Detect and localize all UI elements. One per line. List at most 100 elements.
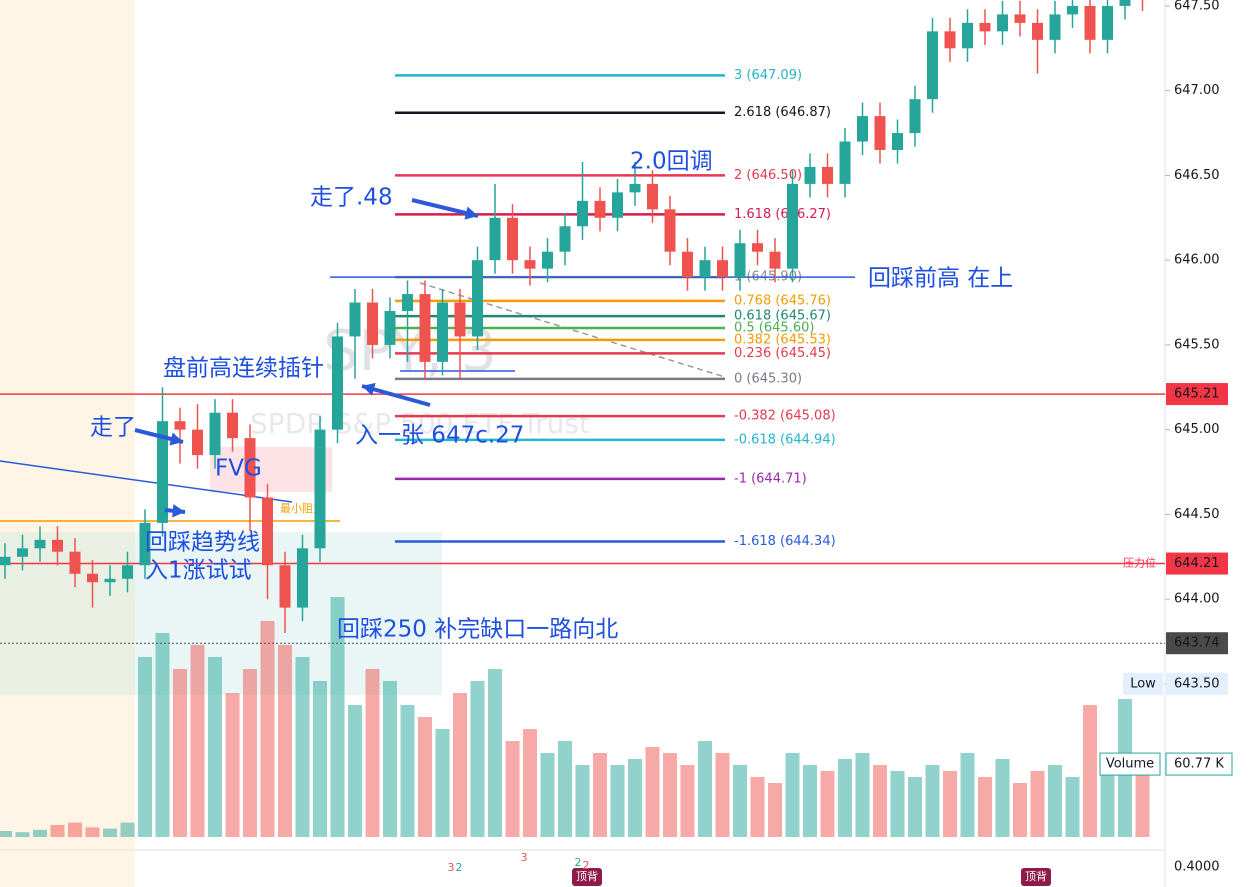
- fib-label: 0.5 (645.60): [734, 320, 814, 335]
- y-tick-label: 645.00: [1174, 422, 1220, 437]
- volume-bar: [225, 693, 240, 837]
- volume-bar: [873, 765, 887, 837]
- annotation: 回踩前高 在上: [868, 266, 1013, 292]
- candle-body: [52, 539, 63, 552]
- candle-body: [752, 243, 763, 252]
- volume-bar: [15, 832, 30, 837]
- price-badge-label: 645.21: [1174, 387, 1220, 402]
- price-badge: [1166, 672, 1228, 695]
- volume-bar: [978, 777, 992, 837]
- volume-bar: [575, 765, 590, 837]
- volume-bar: [680, 765, 695, 837]
- badge-tag: 压力位: [1123, 556, 1156, 570]
- volume-bar: [155, 633, 170, 837]
- volume-bar: [1013, 783, 1027, 837]
- volume-bar: [33, 829, 47, 837]
- badge-tag: Low: [1130, 676, 1156, 691]
- volume-bar: [925, 765, 940, 837]
- candle-body: [262, 497, 273, 566]
- volume-bar: [995, 759, 1010, 837]
- signal-digit: 3: [521, 851, 528, 864]
- candle-body: [769, 251, 781, 269]
- fib-label: 0.382 (645.53): [734, 332, 831, 347]
- annotation: 回踩250 补完缺口一路向北: [337, 617, 618, 643]
- price-badge: [1166, 383, 1228, 406]
- volume-bar: [540, 753, 555, 837]
- y-tick-label: 647.50: [1174, 0, 1220, 13]
- candle-body: [997, 14, 1008, 32]
- candle-body: [34, 539, 46, 549]
- volume-bar: [488, 669, 502, 837]
- candle-body: [892, 133, 903, 150]
- premarket-bg: [0, 0, 135, 887]
- price-badge-label: 644.21: [1174, 556, 1220, 571]
- candle-body: [629, 183, 641, 193]
- candle-body: [1102, 5, 1113, 40]
- volume-bar: [663, 753, 677, 837]
- fib-label: -1 (644.71): [734, 471, 807, 486]
- candle-body: [472, 260, 483, 337]
- candle-body: [174, 421, 186, 430]
- volume-bar: [260, 621, 275, 837]
- candle-body: [402, 294, 413, 312]
- candle-body: [227, 412, 238, 439]
- volume-bar: [138, 657, 152, 837]
- resistance-label: 最小阻力: [280, 502, 324, 515]
- candle-body: [962, 22, 973, 49]
- volume-bar: [1100, 765, 1115, 837]
- candle-body: [1119, 0, 1131, 6]
- candle-body: [69, 551, 81, 574]
- volume-bar: [0, 831, 12, 837]
- candle-body: [664, 209, 676, 252]
- fib-label: 0.618 (645.67): [734, 309, 831, 324]
- candle-body: [244, 438, 256, 498]
- candle-body: [1014, 14, 1026, 23]
- volume-bar: [558, 741, 572, 837]
- fib-label: -0.382 (645.08): [734, 409, 836, 424]
- volume-bar: [890, 771, 905, 837]
- y-tick-label: 645.50: [1174, 337, 1220, 352]
- volume-bar: [330, 597, 345, 837]
- candle-body: [542, 251, 553, 269]
- volume-badge: [1165, 752, 1233, 776]
- candle-body: [489, 217, 501, 261]
- candle-body: [524, 260, 536, 269]
- price-badge: [1166, 552, 1228, 575]
- candle-body: [839, 141, 851, 184]
- candle-body: [139, 522, 151, 566]
- indicator-label: 0.4000: [1174, 860, 1220, 875]
- volume-bar: [715, 753, 730, 837]
- candle-body: [437, 302, 448, 362]
- signal-digit: 3: [448, 861, 455, 874]
- candle-body: [1049, 14, 1061, 40]
- volume-bar: [610, 765, 625, 837]
- candle-body: [367, 302, 378, 345]
- volume-bar: [645, 747, 660, 837]
- candle-body: [314, 429, 326, 549]
- volume-bar: [173, 669, 187, 837]
- candle-body: [507, 217, 518, 261]
- arrow-head: [464, 206, 478, 220]
- y-tick-label: 646.00: [1174, 253, 1220, 268]
- candle-body: [979, 22, 991, 32]
- candle-body: [717, 260, 728, 278]
- volume-bar: [785, 753, 800, 837]
- volume-bar: [838, 759, 852, 837]
- volume-bar: [1030, 771, 1045, 837]
- signal-digit: 2: [456, 861, 463, 874]
- y-tick-label: 647.00: [1174, 83, 1220, 98]
- candle-body: [122, 565, 133, 579]
- volume-bar: [313, 681, 327, 837]
- volume-bar: [960, 753, 975, 837]
- candle-body: [279, 565, 291, 608]
- price-badge: [1166, 632, 1228, 655]
- volume-bar: [768, 783, 782, 837]
- candle-body: [699, 260, 711, 278]
- volume-bar: [523, 729, 537, 837]
- candle-body: [944, 31, 956, 49]
- dashed-line: [419, 282, 726, 378]
- y-tick-label: 644.50: [1174, 507, 1220, 522]
- signal-badge: [572, 868, 602, 886]
- volume-bar: [120, 822, 135, 837]
